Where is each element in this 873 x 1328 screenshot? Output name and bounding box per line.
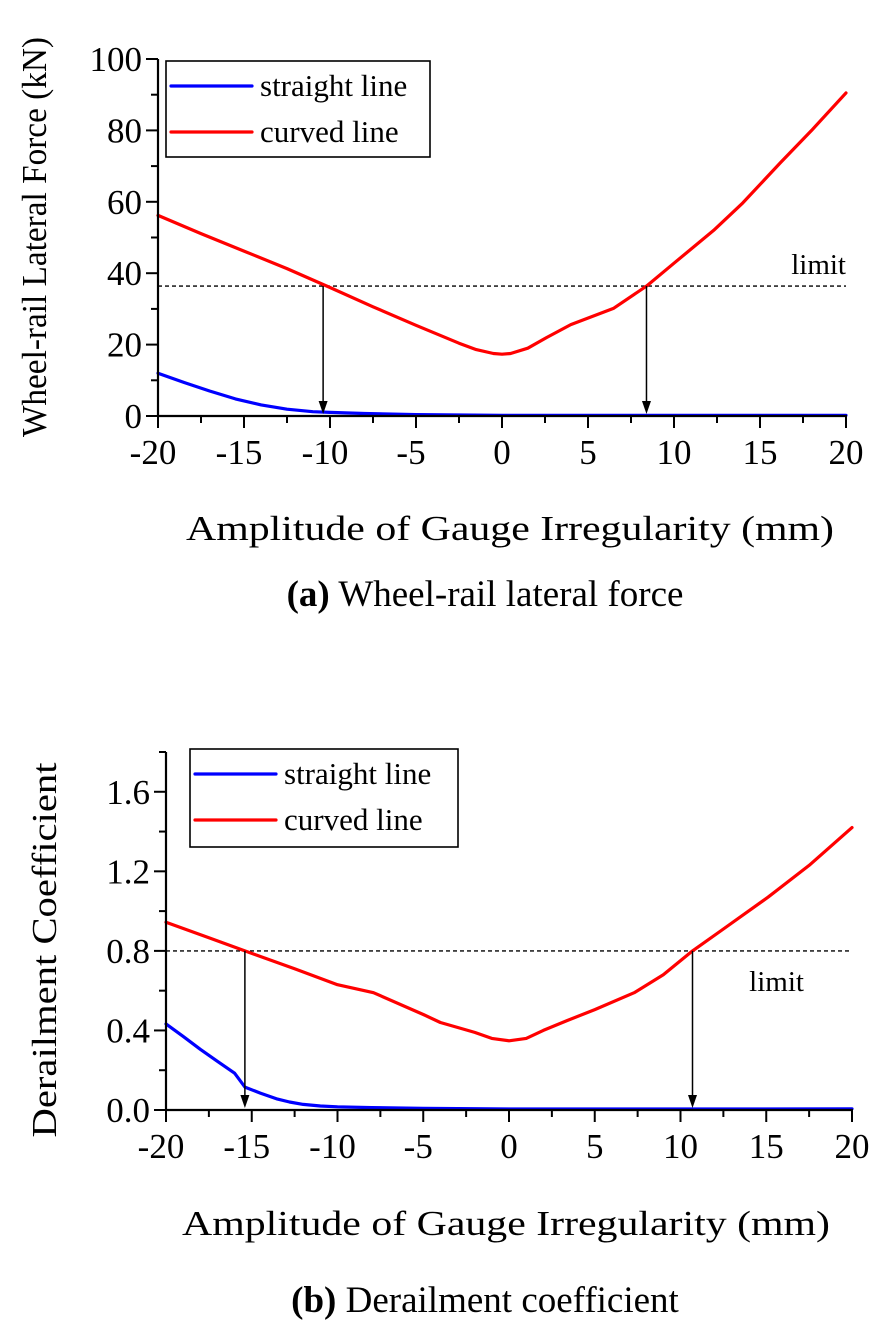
chart-b-x-tick-label: 0 <box>500 1127 518 1166</box>
chart-b-x-tick-label: -15 <box>223 1127 270 1166</box>
chart-a-x-tick-label: 5 <box>579 433 597 472</box>
chart-panel-b: limit 0.0 0.4 0.8 1.2 1.6 -20 -15 -10 -5 0 5 10 15 20 s… <box>25 748 870 1321</box>
chart-a-x-tick-label: -20 <box>130 433 177 472</box>
chart-b-legend: straight line curved line <box>189 748 459 848</box>
chart-a-caption-label: (a) <box>287 574 330 615</box>
chart-a-x-tick-label: -15 <box>216 433 263 472</box>
chart-a-y-tick-label: 20 <box>107 326 142 365</box>
chart-a-caption: (a) Wheel-rail lateral force <box>287 574 684 615</box>
chart-b-series-straight-line <box>164 1022 854 1111</box>
chart-a-legend-label-straight-line: straight line <box>260 68 407 103</box>
chart-a-y-axis-title: Wheel-rail Lateral Force (kN) <box>15 37 54 437</box>
chart-b-x-axis-title: Amplitude of Gauge Irregularity (mm) <box>182 1204 830 1243</box>
chart-b-caption: (b) Derailment coefficient <box>291 1280 679 1321</box>
chart-a-x-tick-label: 10 <box>657 433 692 472</box>
chart-b-x-tick-label: -10 <box>309 1127 356 1166</box>
chart-b-y-tick-label: 0.8 <box>106 932 150 971</box>
chart-a-legend: straight line curved line <box>165 60 431 158</box>
chart-b-x-tick-label: 15 <box>749 1127 784 1166</box>
chart-b-x-tick-label: -5 <box>404 1127 433 1166</box>
chart-a-x-tick-label: -10 <box>302 433 349 472</box>
chart-b-y-tick-label: 0.0 <box>106 1091 150 1130</box>
chart-b-y-tick-label: 1.6 <box>106 773 150 812</box>
chart-a-series-straight-line <box>156 371 848 417</box>
chart-b-y-axis-title: Derailment Coefficient <box>25 762 64 1137</box>
chart-b-legend-label-curved-line: curved line <box>284 802 423 837</box>
chart-panel-a: limit 0 20 40 60 80 100 -20 -15 -10 -5 0 5 10 15 20 stra… <box>15 37 864 615</box>
chart-a-x-tick-label: 0 <box>493 433 511 472</box>
chart-b-x-tick-label: -20 <box>138 1127 185 1166</box>
chart-a-y-tick-label: 60 <box>107 183 142 222</box>
chart-b-arrow-head-1 <box>688 1095 698 1108</box>
chart-a-series-curved-line <box>156 91 848 356</box>
chart-a-marks: limit 0 20 40 60 80 100 -20 -15 -10 -5 0 5 10 15 20 stra… <box>90 40 864 472</box>
chart-a-x-axis-title: Amplitude of Gauge Irregularity (mm) <box>186 509 834 548</box>
chart-b-legend-box <box>189 748 459 848</box>
chart-a-y-tick-label: 40 <box>107 254 142 293</box>
chart-a-limit-label: limit <box>791 249 846 281</box>
chart-b-arrow-head-0 <box>240 1095 250 1108</box>
chart-a-arrow-head-1 <box>641 401 651 414</box>
chart-a-x-tick-label: 15 <box>743 433 778 472</box>
chart-a-legend-box <box>165 60 431 158</box>
chart-a-x-tick-label: 20 <box>829 433 864 472</box>
chart-a-y-tick-label: 80 <box>107 111 142 150</box>
chart-b-marks: limit 0.0 0.4 0.8 1.2 1.6 -20 -15 -10 -5 0 5 10 15 20 s… <box>106 748 870 1166</box>
chart-b-series-curved-line <box>164 826 854 1043</box>
chart-b-legend-label-straight-line: straight line <box>284 756 431 791</box>
chart-a-x-tick-label: -5 <box>396 433 425 472</box>
chart-b-limit-label: limit <box>749 966 804 998</box>
chart-b-y-tick-label: 0.4 <box>106 1011 150 1050</box>
chart-b-x-tick-label: 10 <box>663 1127 698 1166</box>
chart-a-y-tick-label: 0 <box>125 397 143 436</box>
chart-b-caption-text: Derailment coefficient <box>346 1280 680 1321</box>
chart-a-y-tick-label: 100 <box>90 40 143 79</box>
chart-a-legend-label-curved-line: curved line <box>260 114 399 149</box>
chart-b-caption-label: (b) <box>291 1280 336 1321</box>
chart-b-x-tick-label: 20 <box>835 1127 870 1166</box>
chart-b-x-tick-label: 5 <box>586 1127 604 1166</box>
chart-a-arrow-head-0 <box>318 401 328 414</box>
chart-a-caption-text: Wheel-rail lateral force <box>338 574 683 615</box>
chart-b-y-tick-label: 1.2 <box>106 852 150 891</box>
